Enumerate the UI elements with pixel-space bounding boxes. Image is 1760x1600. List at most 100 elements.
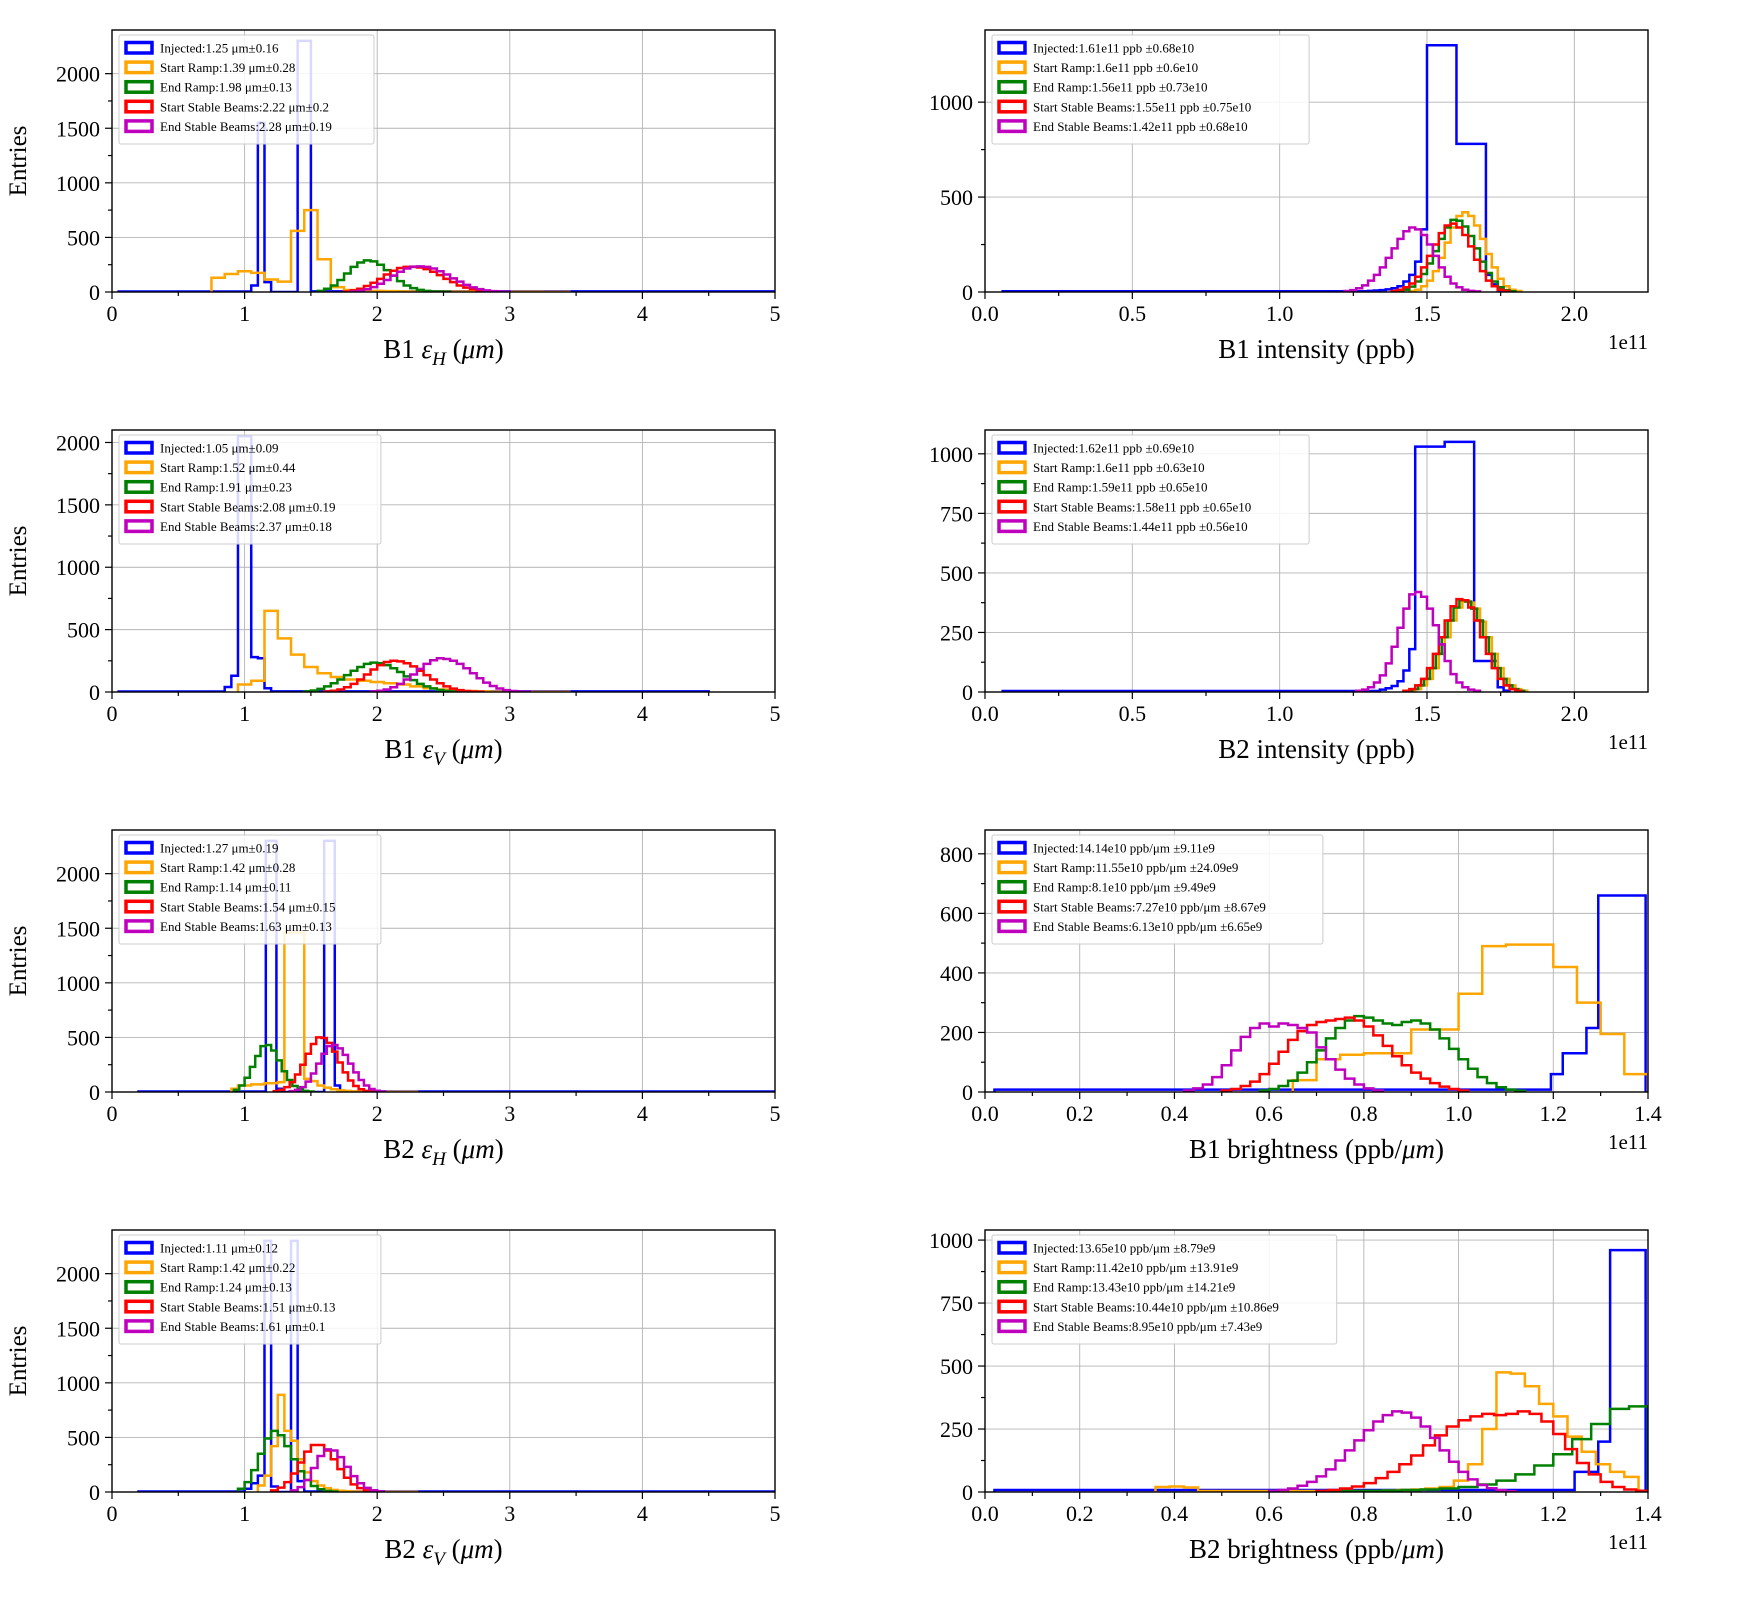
y-axis-label: Entries xyxy=(5,526,32,597)
x-tick-label: 4 xyxy=(637,1501,648,1526)
legend-label-start_ramp: Start Ramp:1.52 μm±0.44 xyxy=(160,460,296,475)
y-tick-label: 0 xyxy=(962,280,973,305)
legend-swatch-injected xyxy=(124,1240,154,1255)
tick-marks xyxy=(105,1273,776,1499)
hist-start_stable xyxy=(322,659,485,692)
x-tick-label: 0.5 xyxy=(1119,701,1147,726)
y-tick-label: 1500 xyxy=(56,116,100,141)
y-tick-label: 250 xyxy=(940,620,973,645)
y-tick-label: 2000 xyxy=(56,1262,100,1287)
chart-svg-b2-emittance-v: 0 1 2 3 4 5 0 500 1000 1500 2000 B2 εV (μm) Entries I… xyxy=(5,1229,781,1570)
legend-swatch-injected xyxy=(124,440,154,455)
legend: Injected:1.05 μm±0.09 Start Ramp:1.52 μm±… xyxy=(118,434,382,545)
x-tick-label: 1.4 xyxy=(1634,1501,1662,1526)
legend-swatch-start_stable xyxy=(997,899,1027,914)
legend: Injected:13.65e10 ppb/μm ±8.79e9 Start Ra… xyxy=(991,1234,1338,1345)
hist-injected xyxy=(1001,440,1511,692)
y-axis-label: Entries xyxy=(5,926,32,997)
legend-label-injected: Injected:13.65e10 ppb/μm ±8.79e9 xyxy=(1033,1241,1215,1256)
legend-label-end_ramp: End Ramp:1.14 μm±0.11 xyxy=(160,880,291,895)
axes: 0 1 2 3 4 5 0 500 1000 1500 2000 xyxy=(56,829,781,1126)
legend-swatch-injected xyxy=(997,1240,1027,1255)
y-tick-label: 200 xyxy=(940,1020,973,1045)
plot-b1-emittance-h: 0 1 2 3 4 5 0 500 1000 1500 2000 B1 εH (μm) Entries I… xyxy=(0,0,880,400)
legend-box xyxy=(991,434,1310,545)
hist-start_ramp xyxy=(1291,943,1648,1092)
hist-end_stable xyxy=(1182,1022,1385,1092)
legend-label-start_ramp: Start Ramp:1.39 μm±0.28 xyxy=(160,60,295,75)
y-tick-label: 2000 xyxy=(56,862,100,887)
x-tick-label: 0.0 xyxy=(971,1101,999,1126)
legend-swatch-end_ramp xyxy=(124,79,154,94)
x-tick-label: 5 xyxy=(770,301,781,326)
legend-label-end_ramp: End Ramp:1.98 μm±0.13 xyxy=(160,80,292,95)
hist-end_ramp xyxy=(303,661,465,692)
legend-swatch-end_ramp xyxy=(124,1279,154,1294)
legend-label-start_ramp: Start Ramp:1.42 μm±0.22 xyxy=(160,1260,295,1275)
y-tick-label: 500 xyxy=(67,225,100,250)
x-tick-label: 2.0 xyxy=(1561,701,1589,726)
hist-start_stable xyxy=(1315,1410,1648,1492)
axes: 0.0 0.2 0.4 0.6 0.8 1.0 1.2 1.4 0 200 400 600 800 xyxy=(940,829,1662,1126)
x-axis-label: B1 brightness (ppb/μm) xyxy=(1189,1134,1444,1164)
legend-swatch-start_ramp xyxy=(997,60,1027,75)
legend-box xyxy=(118,1234,382,1345)
histograms xyxy=(993,1248,1648,1492)
hist-end_ramp xyxy=(1258,1014,1527,1092)
legend-label-start_stable: Start Stable Beams:1.54 μm±0.15 xyxy=(160,899,336,914)
y-tick-label: 400 xyxy=(940,961,973,986)
y-tick-label: 2000 xyxy=(56,430,100,455)
legend-label-end_ramp: End Ramp:1.91 μm±0.23 xyxy=(160,480,292,495)
hist-start_stable xyxy=(1402,597,1523,692)
legend-label-injected: Injected:1.62e11 ppb ±0.69e10 xyxy=(1033,441,1194,456)
x-tick-label: 1.2 xyxy=(1540,1501,1568,1526)
y-tick-label: 750 xyxy=(940,501,973,526)
legend-swatch-start_stable xyxy=(997,1299,1027,1314)
legend-box xyxy=(118,434,382,545)
legend-label-start_stable: Start Stable Beams:2.22 μm±0.2 xyxy=(160,99,329,114)
y-tick-label: 750 xyxy=(940,1291,973,1316)
legend-swatch-end_stable xyxy=(124,919,154,934)
legend: Injected:1.11 μm±0.12 Start Ramp:1.42 μm±… xyxy=(118,1234,382,1345)
legend-label-start_ramp: Start Ramp:1.42 μm±0.28 xyxy=(160,860,295,875)
legend-label-end_stable: End Stable Beams:1.61 μm±0.1 xyxy=(160,1319,325,1334)
tick-marks xyxy=(105,873,776,1099)
x-tick-label: 3 xyxy=(504,301,515,326)
legend-swatch-end_ramp xyxy=(997,479,1027,494)
legend-label-injected: Injected:1.61e11 ppb ±0.68e10 xyxy=(1033,41,1194,56)
legend-swatch-end_ramp xyxy=(997,79,1027,94)
legend-label-end_stable: End Stable Beams:8.95e10 ppb/μm ±7.43e9 xyxy=(1033,1319,1262,1334)
x-tick-label: 2.0 xyxy=(1561,301,1589,326)
hist-start_stable xyxy=(1220,1016,1470,1092)
legend-swatch-start_ramp xyxy=(124,860,154,875)
x-tick-label: 5 xyxy=(770,1501,781,1526)
legend-swatch-start_ramp xyxy=(997,1260,1027,1275)
legend-label-end_ramp: End Ramp:1.24 μm±0.13 xyxy=(160,1280,292,1295)
axes: 0 1 2 3 4 5 0 500 1000 1500 2000 xyxy=(56,29,781,326)
x-tick-label: 3 xyxy=(504,1501,515,1526)
hist-end_stable xyxy=(288,1043,387,1092)
y-tick-label: 0 xyxy=(89,680,100,705)
legend-label-end_ramp: End Ramp:13.43e10 ppb/μm ±14.21e9 xyxy=(1033,1280,1235,1295)
legend-label-injected: Injected:1.25 μm±0.16 xyxy=(160,41,279,56)
x-axis-label: B1 intensity (ppb) xyxy=(1218,334,1415,364)
x-tick-label: 2 xyxy=(372,701,383,726)
legend-label-end_stable: End Stable Beams:2.28 μm±0.19 xyxy=(160,119,332,134)
y-tick-label: 0 xyxy=(962,680,973,705)
histograms xyxy=(1001,43,1523,292)
hist-end_stable xyxy=(289,1448,386,1492)
y-tick-label: 2000 xyxy=(56,62,100,87)
legend-swatch-start_ramp xyxy=(997,460,1027,475)
hist-end_stable xyxy=(369,657,531,692)
x-tick-label: 0.0 xyxy=(971,1501,999,1526)
legend-label-start_stable: Start Stable Beams:1.55e11 ppb ±0.75e10 xyxy=(1033,99,1251,114)
legend-swatch-end_ramp xyxy=(997,879,1027,894)
y-tick-label: 1000 xyxy=(929,442,973,467)
legend-swatch-start_ramp xyxy=(124,1260,154,1275)
legend-box xyxy=(118,834,382,945)
x-tick-label: 0.5 xyxy=(1119,301,1147,326)
y-tick-label: 500 xyxy=(940,185,973,210)
hist-end_ramp xyxy=(236,1429,339,1492)
x-tick-label: 0.6 xyxy=(1255,1101,1283,1126)
